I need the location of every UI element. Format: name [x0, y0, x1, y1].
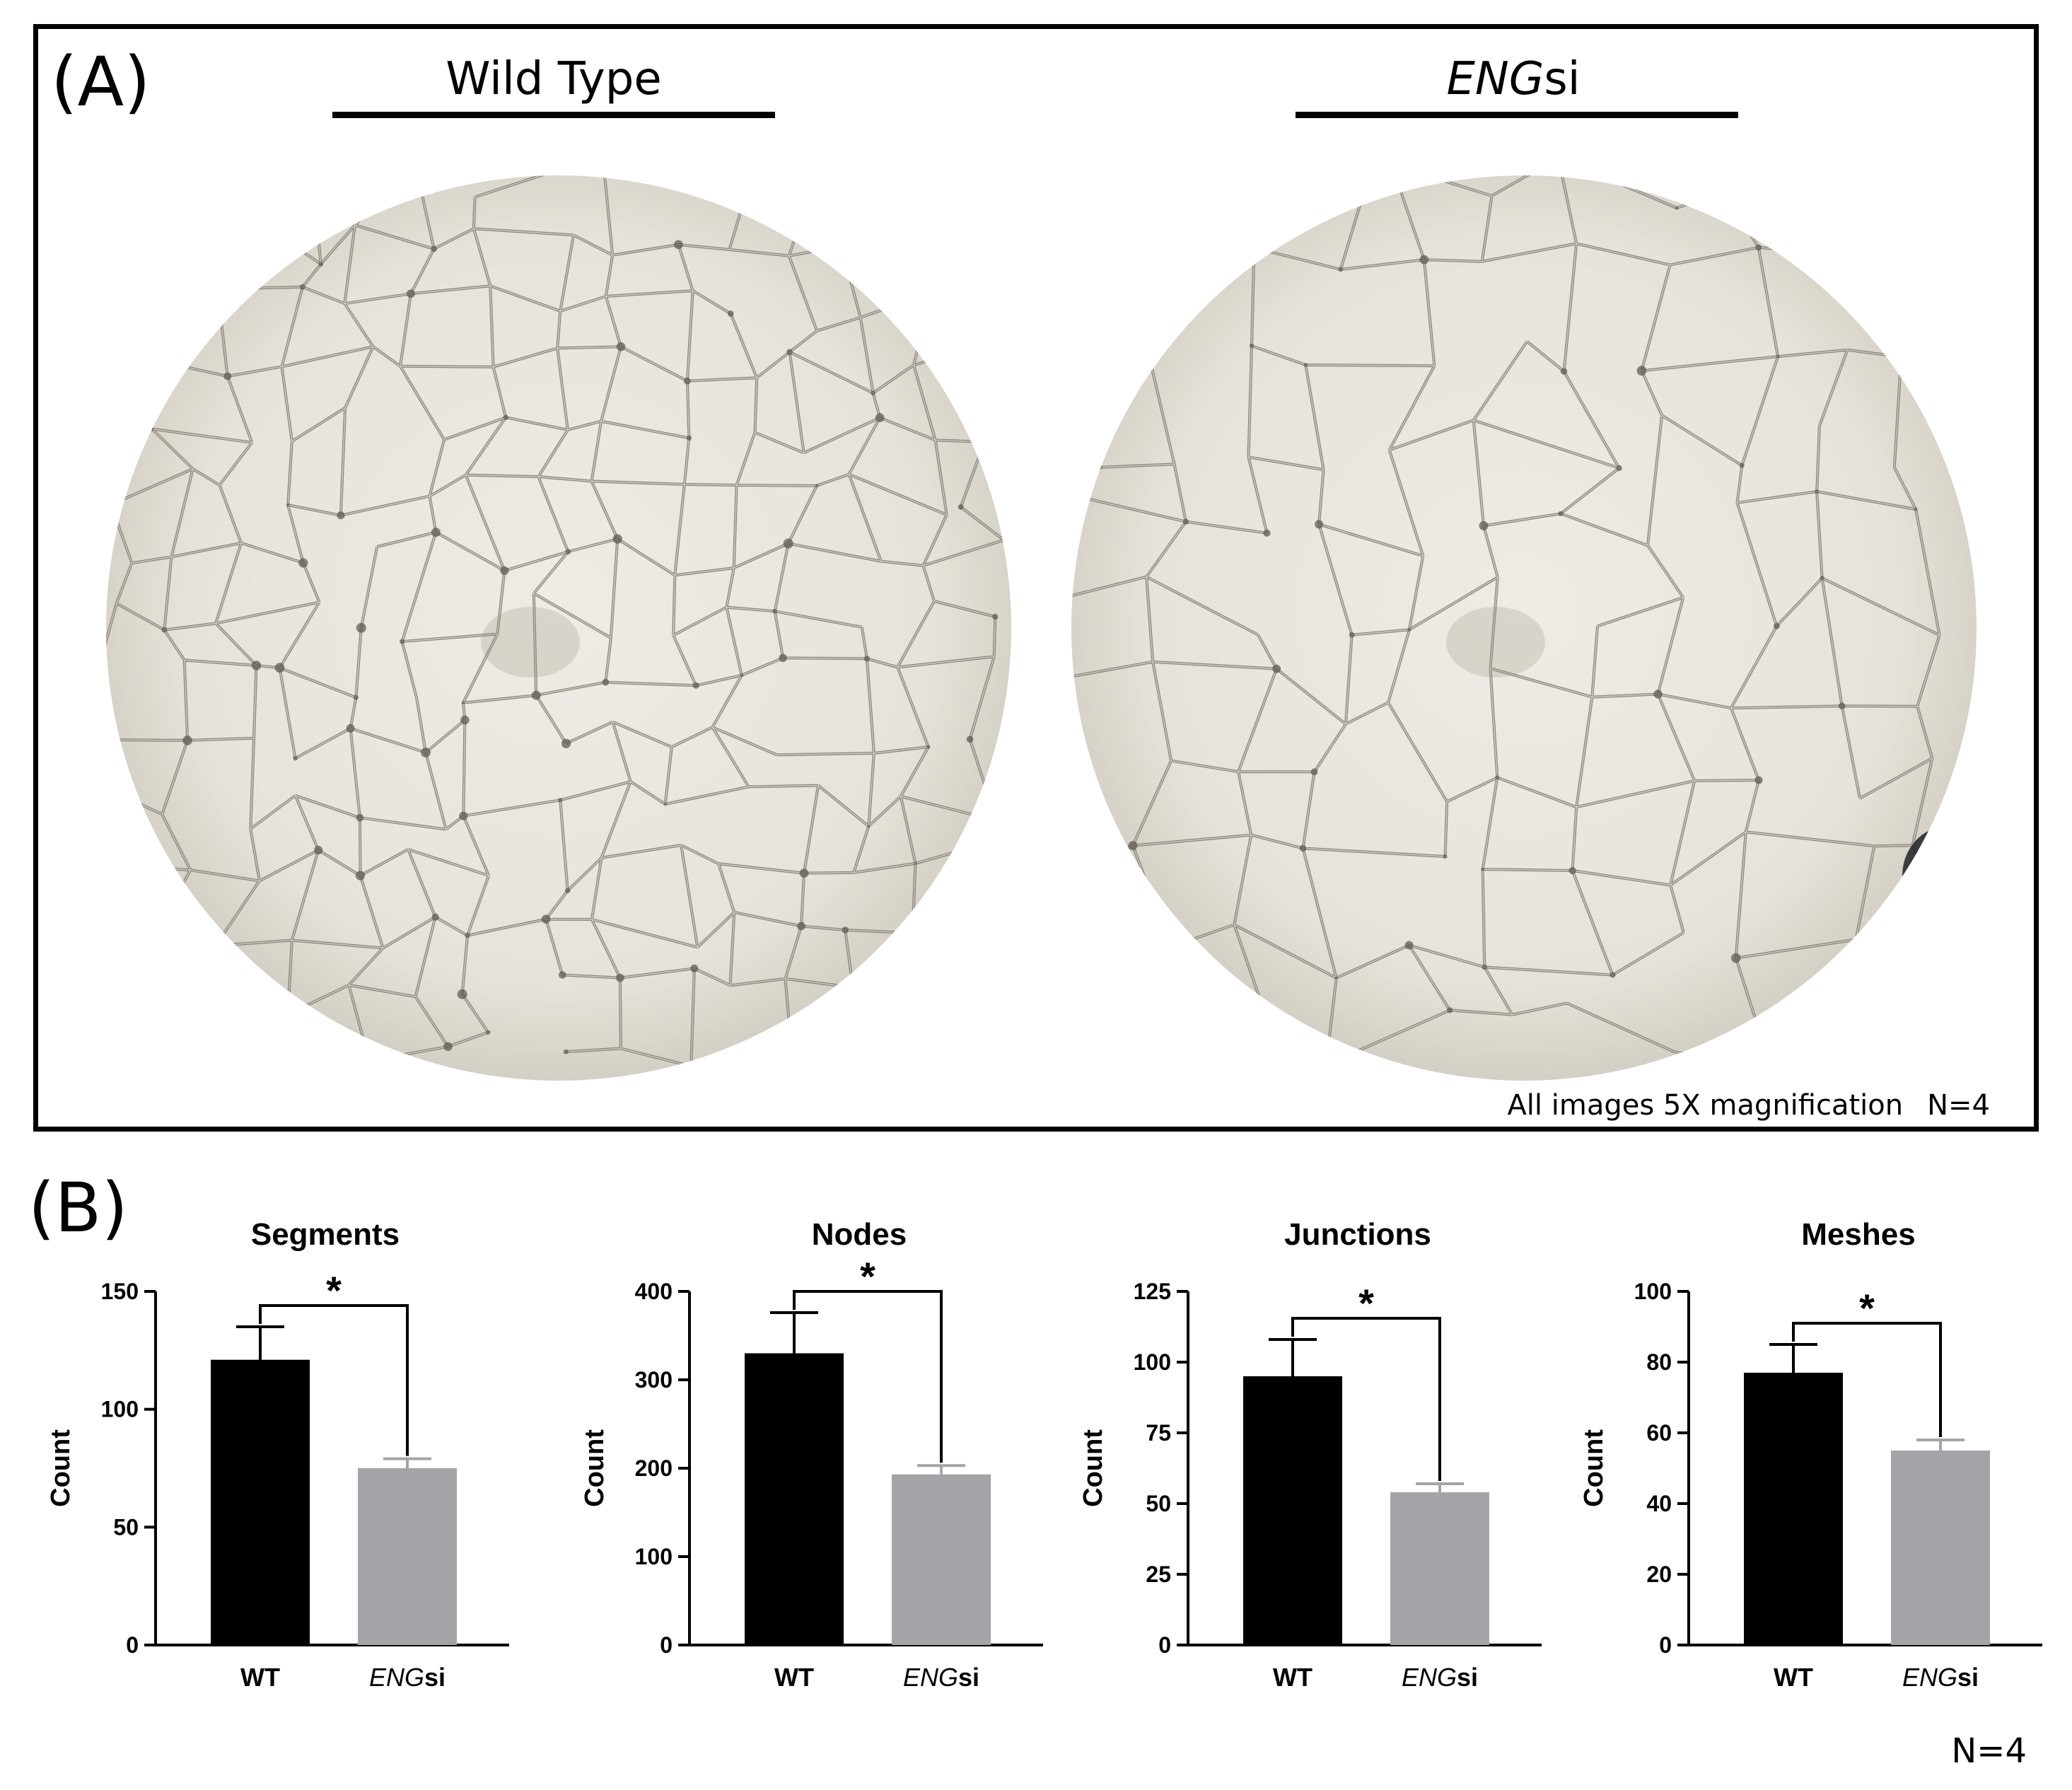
chart-meshes-svg: Meshes 0 20 40 60 80 100 Count WT ENGsi * [1579, 1217, 2042, 1692]
bar-wt [745, 1353, 844, 1645]
chart-segments: Segments 0 50 100 150 Count WT ENGsi * [28, 1202, 537, 1711]
y-tick-label: 20 [1646, 1562, 1672, 1587]
y-tick-label: 200 [635, 1455, 673, 1481]
y-tick-label: 400 [635, 1279, 673, 1304]
bar-engsi [358, 1468, 457, 1645]
y-tick-label: 40 [1646, 1491, 1672, 1516]
magnification-note: All images 5X magnification N=4 [1507, 1089, 1990, 1122]
significance-bracket [793, 1290, 943, 1463]
micrograph-wild-type [106, 175, 1011, 1081]
chart-title: Segments [251, 1217, 400, 1252]
sample-size-a: N=4 [1927, 1089, 1990, 1122]
category-label: WT [1774, 1663, 1813, 1692]
group-title-text: Wild Type [446, 53, 662, 105]
sample-size-b: N=4 [1951, 1731, 2027, 1771]
y-tick-label: 300 [635, 1367, 673, 1393]
dish-circle [106, 175, 1011, 1081]
panel-a-label: (A) [51, 42, 151, 122]
group-title-italic: ENG [1446, 53, 1544, 105]
y-tick-label: 50 [113, 1514, 139, 1540]
dish-circle [1071, 175, 1977, 1081]
chart-junctions-svg: Junctions 0 25 50 75 100 125 Count WT ENGsi * [1078, 1217, 1542, 1692]
y-tick-label: 125 [1134, 1279, 1171, 1304]
micrograph-engsi [1071, 175, 1977, 1081]
chart-junctions: Junctions 0 25 50 75 100 125 Count WT ENGsi * [1061, 1202, 1570, 1711]
y-tick-label: 0 [1659, 1632, 1672, 1658]
y-axis-label: Count [580, 1429, 610, 1507]
chart-nodes-svg: Nodes 0 100 200 300 400 Count WT ENGsi * [580, 1217, 1043, 1692]
y-tick-label: 0 [126, 1632, 139, 1658]
chart-title: Nodes [812, 1217, 907, 1252]
group-title-wild-type: Wild Type [306, 57, 801, 102]
group-title-suffix: si [1544, 53, 1581, 105]
y-axis-label: Count [1078, 1429, 1108, 1507]
y-axis-label: Count [46, 1429, 76, 1507]
category-label: WT [240, 1663, 280, 1692]
category-label: ENGsi [1902, 1663, 1979, 1692]
group-bar-engsi [1296, 112, 1738, 118]
bar-wt [211, 1359, 310, 1645]
significance-star: * [1859, 1286, 1875, 1330]
chart-meshes: Meshes 0 20 40 60 80 100 Count WT ENGsi * [1561, 1202, 2071, 1711]
y-tick-label: 100 [1134, 1349, 1171, 1375]
significance-star: * [326, 1268, 342, 1313]
y-tick-label: 0 [1158, 1632, 1171, 1658]
bar-engsi [892, 1474, 991, 1645]
group-title-engsi: ENGsi [1266, 57, 1761, 102]
y-tick-label: 60 [1646, 1420, 1672, 1446]
bar-engsi [1891, 1451, 1990, 1645]
significance-star: * [1358, 1281, 1374, 1325]
significance-bracket [259, 1304, 409, 1456]
panel-b-label: (B) [28, 1168, 128, 1248]
category-label: ENGsi [1402, 1663, 1478, 1692]
y-tick-label: 50 [1146, 1491, 1171, 1516]
magnification-text: All images 5X magnification [1507, 1089, 1904, 1122]
category-label: WT [774, 1663, 814, 1692]
category-label: WT [1273, 1663, 1313, 1692]
category-label: ENGsi [369, 1663, 446, 1692]
bar-wt [1243, 1376, 1342, 1645]
chart-title: Meshes [1801, 1217, 1915, 1252]
y-tick-label: 150 [101, 1279, 139, 1304]
significance-bracket [1792, 1322, 1942, 1437]
significance-star: * [860, 1254, 875, 1298]
y-tick-label: 75 [1146, 1420, 1171, 1446]
y-tick-label: 80 [1646, 1349, 1672, 1375]
y-axis-label: Count [1579, 1429, 1609, 1507]
chart-title: Junctions [1284, 1217, 1431, 1252]
bar-wt [1744, 1373, 1843, 1645]
panel-a-frame [33, 24, 2039, 1132]
category-label: ENGsi [903, 1663, 979, 1692]
y-tick-label: 100 [635, 1544, 673, 1569]
bar-engsi [1390, 1492, 1489, 1645]
significance-bracket [1291, 1317, 1441, 1481]
y-tick-label: 100 [101, 1397, 139, 1422]
chart-segments-svg: Segments 0 50 100 150 Count WT ENGsi * [46, 1217, 509, 1692]
chart-nodes: Nodes 0 100 200 300 400 Count WT ENGsi * [562, 1202, 1071, 1711]
y-tick-label: 0 [660, 1632, 673, 1658]
y-tick-label: 100 [1634, 1279, 1672, 1304]
y-tick-label: 25 [1146, 1562, 1171, 1587]
group-bar-wild-type [332, 112, 775, 118]
